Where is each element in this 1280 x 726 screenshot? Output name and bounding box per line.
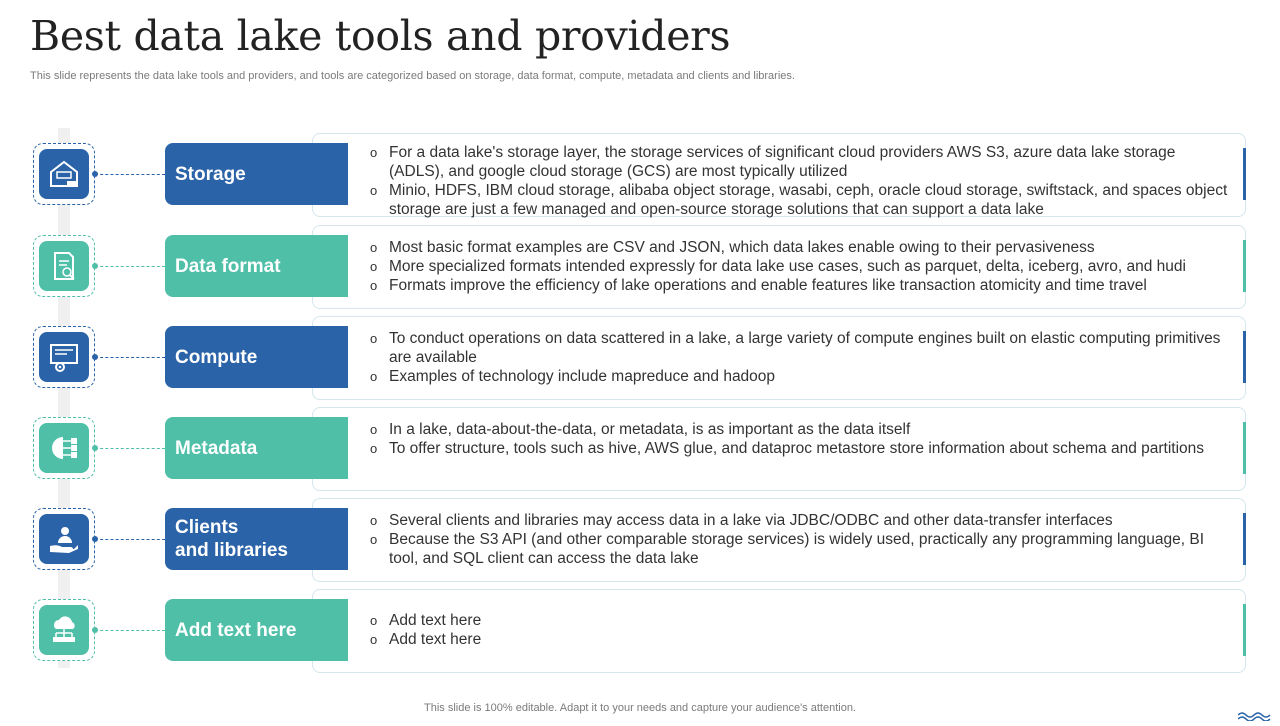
connector-line [95, 266, 165, 267]
content-box [312, 225, 1246, 309]
bullet-item: o To offer structure, tools such as hive,… [370, 440, 1205, 457]
connector-line [95, 448, 165, 449]
category-label: Metadata [165, 417, 348, 479]
user-hand-icon [39, 514, 89, 564]
connector-dot [92, 171, 98, 177]
bullet-item: o More specialized formats intended expre… [370, 258, 1186, 275]
bullet-item: o Examples of technology include mapreduc… [370, 368, 776, 385]
connector-dot [92, 354, 98, 360]
bullet-item: o In a lake, data-about-the-data, or meta… [370, 421, 911, 438]
icon-frame [33, 599, 95, 661]
storage-house-icon [39, 149, 89, 199]
bullet-item: o Add text here [370, 612, 482, 629]
connector-dot [92, 627, 98, 633]
accent-bar [1243, 240, 1246, 292]
connector-line [95, 174, 165, 175]
icon-frame [33, 143, 95, 205]
bullet-circle-icon: o [370, 613, 378, 628]
bullet-item: o Several clients and libraries may acces… [370, 512, 1113, 529]
category-row-placeholder: Add text here o Add text here o Add text h… [0, 589, 1280, 673]
cloud-network-icon [39, 605, 89, 655]
category-label: Clients and libraries [165, 508, 348, 570]
bullet-list: o Add text here o Add text here [370, 611, 1230, 649]
accent-bar [1243, 604, 1246, 656]
connector-dot [92, 536, 98, 542]
wave-logo-icon [1237, 708, 1272, 726]
icon-frame [33, 235, 95, 297]
accent-bar [1243, 148, 1246, 200]
bullet-circle-icon: o [370, 331, 378, 346]
bullet-item: o Add text here [370, 631, 482, 648]
icon-frame [33, 417, 95, 479]
slide-subtitle: This slide represents the data lake tool… [30, 70, 795, 82]
bullet-item: o Because the S3 API (and other comparabl… [370, 531, 1205, 567]
gear-network-icon [39, 423, 89, 473]
category-row-metadata: Metadata o In a lake, data-about-the-data… [0, 407, 1280, 491]
icon-frame [33, 508, 95, 570]
bullet-list: o In a lake, data-about-the-data, or meta… [370, 420, 1230, 458]
content-box [312, 589, 1246, 673]
connector-dot [92, 263, 98, 269]
category-row-compute: Compute o To conduct operations on data s… [0, 316, 1280, 400]
connector-dot [92, 445, 98, 451]
bullet-circle-icon: o [370, 532, 378, 547]
bullet-item: o Most basic format examples are CSV and … [370, 239, 1095, 256]
bullet-circle-icon: o [370, 369, 378, 384]
bullet-circle-icon: o [370, 422, 378, 437]
category-label: Storage [165, 143, 348, 205]
category-row-data-format: Data format o Most basic format examples … [0, 225, 1280, 309]
category-label: Data format [165, 235, 348, 297]
category-row-clients-libraries: Clients and libraries o Several clients a… [0, 498, 1280, 582]
accent-bar [1243, 513, 1246, 565]
bullet-item: o To conduct operations on data scattered… [370, 330, 1221, 366]
category-label: Add text here [165, 599, 348, 661]
bullet-circle-icon: o [370, 513, 378, 528]
category-label: Compute [165, 326, 348, 388]
document-search-icon [39, 241, 89, 291]
connector-line [95, 630, 165, 631]
bullet-circle-icon: o [370, 259, 378, 274]
content-box [312, 498, 1246, 582]
bullet-list: o Several clients and libraries may acces… [370, 511, 1230, 568]
slide-footer: This slide is 100% editable. Adapt it to… [424, 702, 856, 714]
bullet-item: o Formats improve the efficiency of lake … [370, 277, 1147, 294]
bullet-circle-icon: o [370, 632, 378, 647]
bullet-item: o For a data lake's storage layer, the st… [370, 144, 1176, 180]
bullet-circle-icon: o [370, 278, 378, 293]
content-box [312, 133, 1246, 217]
connector-line [95, 539, 165, 540]
content-box [312, 316, 1246, 400]
bullet-circle-icon: o [370, 145, 378, 160]
accent-bar [1243, 422, 1246, 474]
category-row-storage: Storage o For a data lake's storage layer… [0, 133, 1280, 219]
bullet-list: o For a data lake's storage layer, the st… [370, 143, 1230, 219]
connector-line [95, 357, 165, 358]
bullet-circle-icon: o [370, 240, 378, 255]
bullet-circle-icon: o [370, 183, 378, 198]
content-box [312, 407, 1246, 491]
icon-frame [33, 326, 95, 388]
bullet-circle-icon: o [370, 441, 378, 456]
accent-bar [1243, 331, 1246, 383]
bullet-list: o To conduct operations on data scattered… [370, 329, 1230, 386]
bullet-list: o Most basic format examples are CSV and … [370, 238, 1230, 295]
monitor-gear-icon [39, 332, 89, 382]
bullet-item: o Minio, HDFS, IBM cloud storage, alibaba… [370, 182, 1228, 218]
slide-title: Best data lake tools and providers [30, 12, 731, 60]
